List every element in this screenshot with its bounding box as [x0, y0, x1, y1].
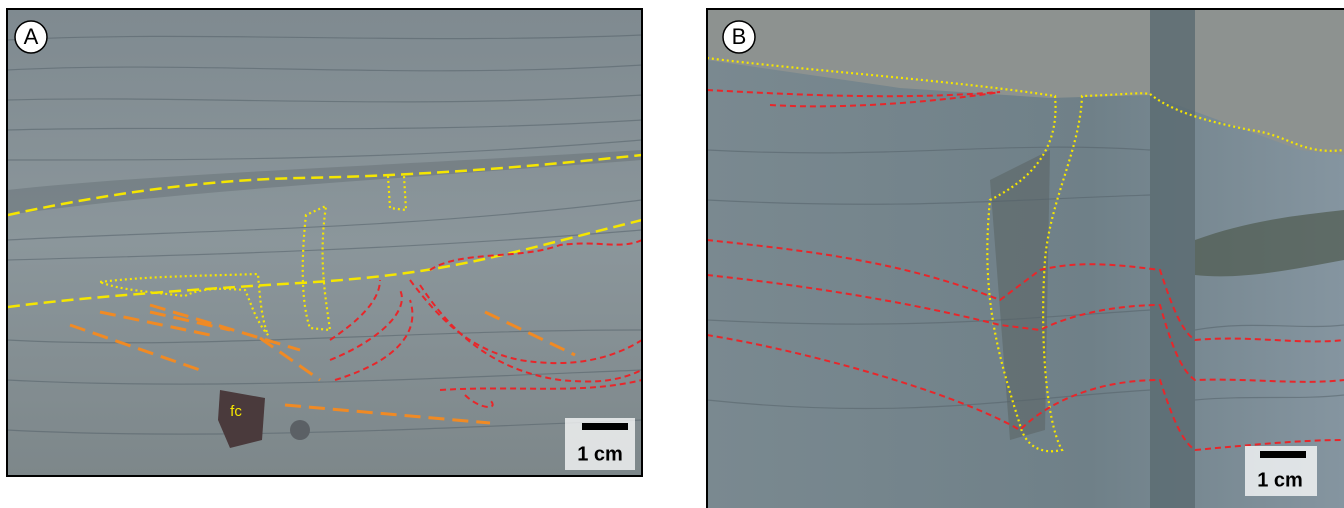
annotation: fc: [230, 403, 242, 420]
scale-bar: [582, 423, 628, 430]
panel-b-photo: [707, 9, 1344, 508]
figure: A fc 1 cm B 1 cm: [0, 0, 1344, 508]
panel-b-label: B: [732, 24, 747, 49]
panel-a-photo: [7, 9, 642, 476]
scale-bar: [1260, 451, 1306, 458]
scale-label: 1 cm: [1257, 469, 1303, 491]
scale-label: 1 cm: [577, 443, 623, 465]
panel-a-label: A: [24, 24, 39, 49]
